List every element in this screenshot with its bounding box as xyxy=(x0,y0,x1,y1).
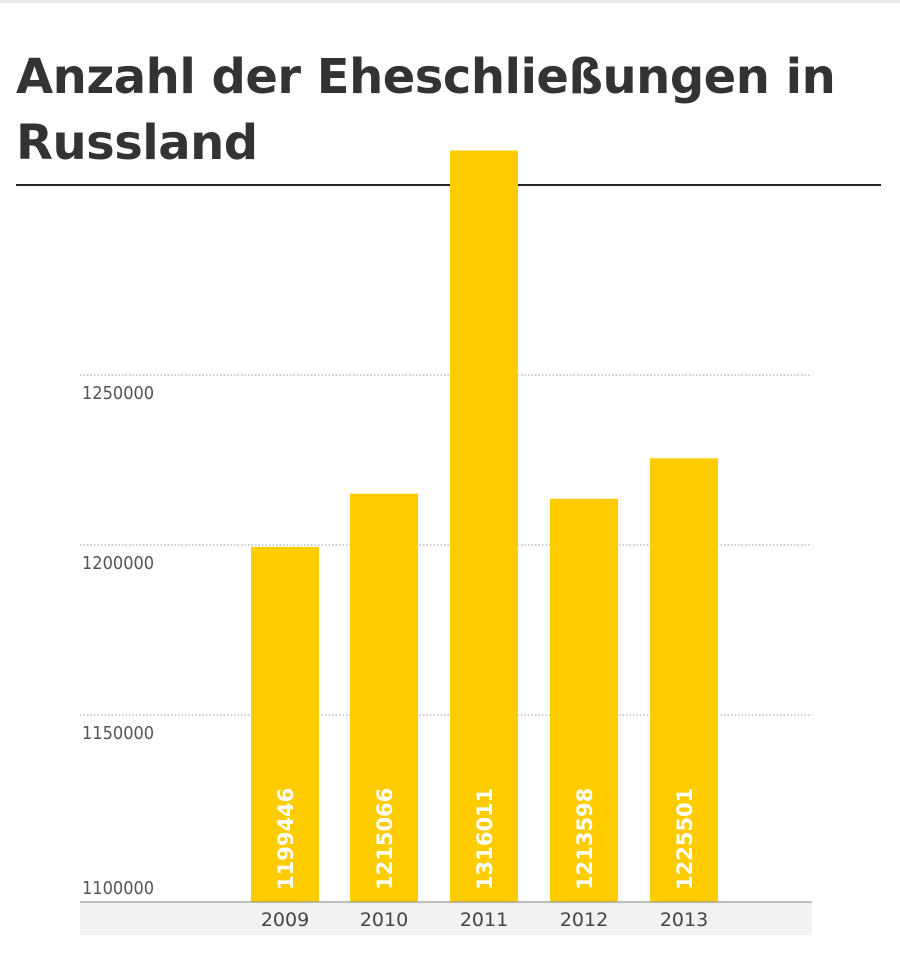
bar-value-label: 1213598 xyxy=(573,788,597,890)
title-underline xyxy=(16,184,881,186)
bar-value-label: 1225501 xyxy=(673,788,697,890)
bar xyxy=(550,498,618,902)
y-tick-label: 1250000 xyxy=(82,383,154,404)
bar-value-label: 1316011 xyxy=(473,788,497,890)
x-axis-band xyxy=(80,902,812,935)
bar xyxy=(450,150,518,902)
y-tick-label: 1200000 xyxy=(82,553,154,574)
x-tick-label: 2013 xyxy=(660,909,708,931)
bar-value-label: 1199446 xyxy=(274,788,298,890)
x-tick-label: 2011 xyxy=(460,909,508,931)
bar xyxy=(650,458,718,902)
chart-title: Anzahl der Eheschließungen in Russland xyxy=(16,49,836,171)
y-tick-label: 1150000 xyxy=(82,723,154,744)
top-border xyxy=(0,0,900,3)
x-tick-label: 2009 xyxy=(261,909,309,931)
bar-value-label: 1215066 xyxy=(373,788,397,890)
x-tick-label: 2010 xyxy=(360,909,408,931)
bar xyxy=(350,493,418,902)
bar xyxy=(251,546,319,902)
y-tick-label: 1100000 xyxy=(82,878,154,899)
x-tick-label: 2012 xyxy=(560,909,608,931)
